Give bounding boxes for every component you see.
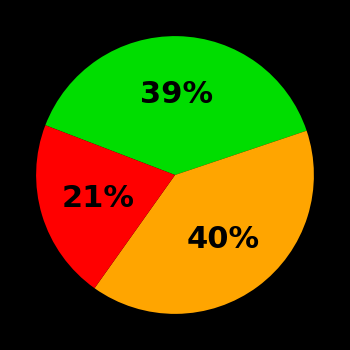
Wedge shape [46,36,307,175]
Text: 39%: 39% [140,80,213,109]
Wedge shape [36,125,175,288]
Text: 40%: 40% [187,225,260,254]
Wedge shape [94,131,314,314]
Text: 21%: 21% [61,184,134,213]
